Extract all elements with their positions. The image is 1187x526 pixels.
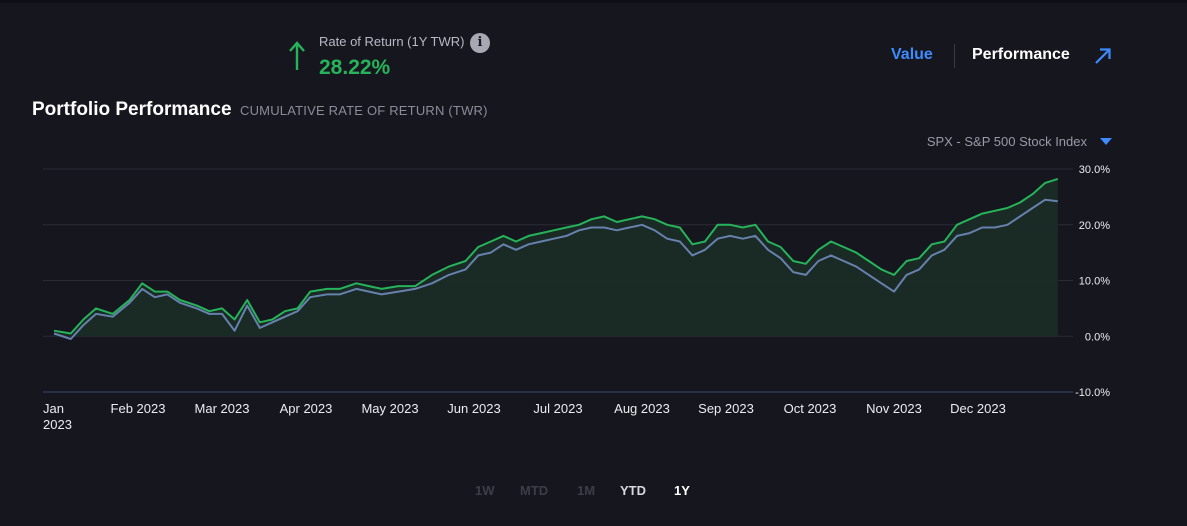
y-tick-label: 0.0%	[1085, 331, 1110, 343]
portfolio-line	[53, 177, 1059, 335]
x-tick-label: May 2023	[361, 401, 418, 416]
y-tick-label: 30.0%	[1079, 164, 1110, 176]
x-tick-label: Aug 2023	[614, 401, 670, 416]
x-tick-label: Jul 2023	[533, 401, 582, 416]
x-tick-label: Jun 2023	[447, 401, 501, 416]
x-tick-label: Mar 2023	[195, 401, 250, 416]
benchmark-select[interactable]: SPX - S&P 500 Stock Index	[926, 134, 1087, 149]
period-selector: 1W MTD 1M YTD 1Y	[0, 483, 1187, 503]
x-tick-label: Nov 2023	[866, 401, 922, 416]
rate-of-return-value: 28.22%	[319, 56, 391, 79]
x-tick-label: Sep 2023	[698, 401, 754, 416]
period-1y-button[interactable]: 1Y	[674, 483, 690, 498]
caret-down-icon[interactable]	[1100, 138, 1112, 145]
y-tick-label: 10.0%	[1079, 276, 1110, 288]
panel-title-row: Portfolio Performance CUMULATIVE RATE OF…	[32, 99, 488, 121]
performance-toggle-button[interactable]: Performance	[972, 46, 1070, 63]
x-tick-label: Feb 2023	[111, 401, 166, 416]
period-mtd-button[interactable]: MTD	[520, 483, 549, 498]
period-ytd-button[interactable]: YTD	[620, 483, 646, 498]
info-icon[interactable]: i	[470, 33, 490, 53]
toggle-divider	[954, 44, 955, 68]
y-tick-label: 20.0%	[1079, 220, 1110, 232]
benchmark-line	[53, 198, 1058, 340]
portfolio-area	[54, 178, 1058, 337]
panel-subtitle: CUMULATIVE RATE OF RETURN (TWR)	[240, 103, 488, 118]
x-tick-label: Dec 2023	[950, 401, 1006, 416]
y-tick-label: -10.0%	[1075, 387, 1110, 399]
external-arrow-icon[interactable]	[1093, 46, 1113, 66]
top-bar	[0, 0, 1187, 3]
value-toggle-button[interactable]: Value	[891, 46, 933, 63]
arrow-up-icon	[289, 41, 305, 70]
x-tick-label: Jan	[43, 401, 64, 416]
x-tick-label: 2023	[43, 417, 72, 432]
panel-title: Portfolio Performance	[32, 99, 232, 120]
x-tick-label: Oct 2023	[784, 401, 837, 416]
x-tick-label: Apr 2023	[280, 401, 333, 416]
rate-of-return-label: Rate of Return (1Y TWR)	[319, 34, 465, 49]
period-1w-button[interactable]: 1W	[475, 483, 495, 498]
period-1m-button[interactable]: 1M	[577, 483, 596, 498]
